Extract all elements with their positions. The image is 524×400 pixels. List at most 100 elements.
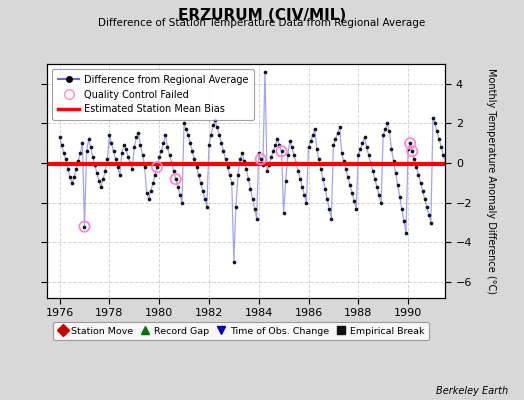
Point [159,140,168,146]
Point [346,182,354,188]
Point [246,186,255,192]
Point [140,164,149,170]
Point [105,132,114,138]
Point [118,150,126,156]
Point [335,124,344,131]
Y-axis label: Monthly Temperature Anomaly Difference (°C): Monthly Temperature Anomaly Difference (… [486,68,496,294]
Point [72,166,80,172]
Point [169,168,178,174]
Point [138,152,147,158]
Point [82,148,91,154]
Point [292,160,300,166]
Point [499,190,508,196]
Point [508,152,516,158]
Point [242,166,250,172]
Point [489,150,497,156]
Point [122,146,130,152]
Point [215,132,224,138]
Point [116,172,124,178]
Point [248,196,257,202]
Point [93,170,101,176]
Point [414,172,423,178]
Point [261,69,269,75]
Point [171,176,180,182]
Point [478,172,487,178]
Point [441,160,450,166]
Point [344,174,352,180]
Point [155,154,163,160]
Point [128,166,136,172]
Point [412,164,421,170]
Point [379,132,387,138]
Text: Difference of Station Temperature Data from Regional Average: Difference of Station Temperature Data f… [99,18,425,28]
Point [97,184,105,190]
Point [311,126,319,133]
Point [506,146,514,152]
Point [363,144,371,150]
Point [445,176,454,182]
Point [277,148,286,154]
Point [277,148,286,154]
Point [510,158,518,164]
Point [354,152,363,158]
Point [110,148,118,154]
Point [470,196,478,202]
Point [468,188,476,194]
Point [230,259,238,266]
Point [368,168,377,174]
Point [143,190,151,196]
Point [244,176,253,182]
Point [325,206,333,212]
Point [194,172,203,178]
Point [298,184,307,190]
Point [107,140,116,146]
Point [269,148,277,154]
Point [275,142,283,148]
Point [381,126,389,133]
Point [184,132,192,138]
Point [126,160,134,166]
Point [78,140,86,146]
Point [454,148,462,154]
Point [329,142,337,148]
Point [420,196,429,202]
Point [178,200,186,206]
Point [495,174,504,180]
Point [396,194,404,200]
Point [422,204,431,210]
Point [313,146,321,152]
Point [333,130,342,137]
Point [383,120,391,127]
Point [474,212,483,218]
Point [327,216,335,222]
Point [443,168,452,174]
Point [176,192,184,198]
Point [219,148,227,154]
Point [134,130,143,137]
Point [255,150,263,156]
Point [192,164,201,170]
Point [238,150,246,156]
Point [385,128,394,135]
Point [431,120,439,127]
Point [435,136,443,142]
Point [365,152,373,158]
Point [217,140,226,146]
Point [290,152,298,158]
Point [119,142,128,148]
Point [408,148,417,154]
Point [250,206,259,212]
Point [58,142,66,148]
Point [153,164,161,170]
Point [514,170,522,176]
Point [95,178,103,184]
Point [207,132,215,138]
Point [283,152,292,158]
Point [196,180,205,186]
Point [429,114,437,121]
Point [358,140,367,146]
Text: Berkeley Earth: Berkeley Earth [436,386,508,396]
Point [520,148,524,154]
Point [406,140,414,146]
Point [501,198,510,204]
